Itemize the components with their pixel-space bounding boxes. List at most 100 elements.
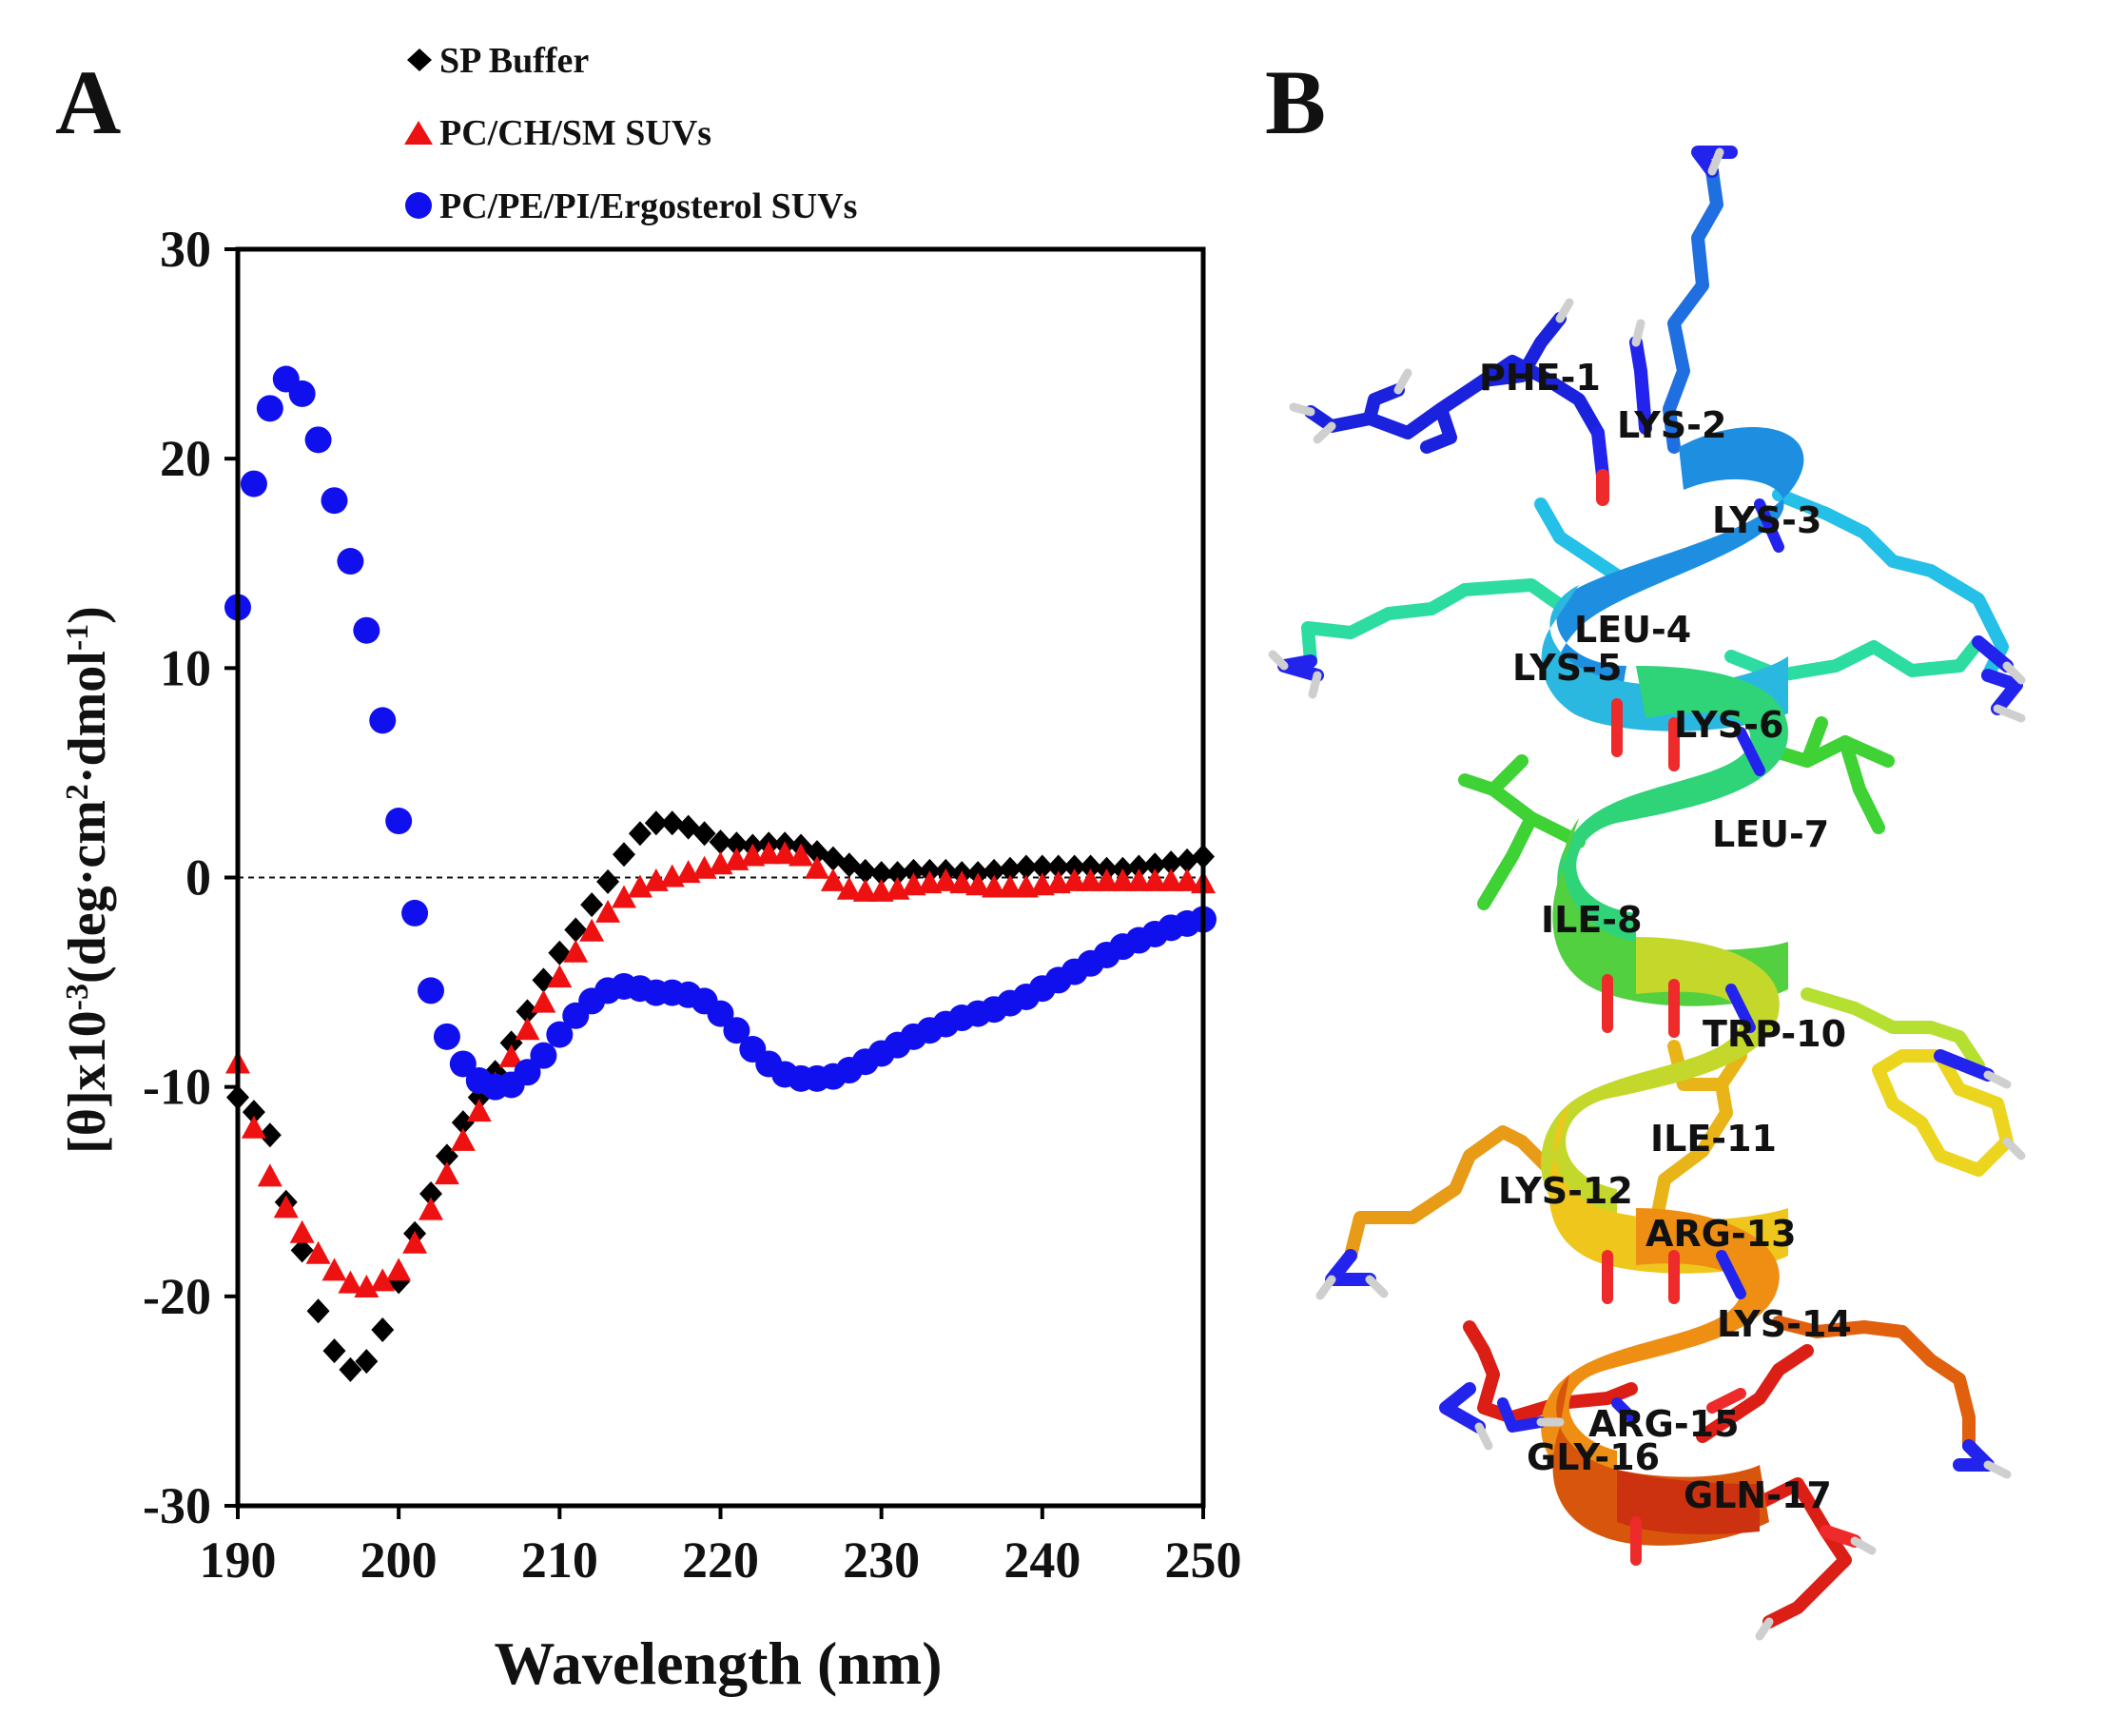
data-point-pc-ch-sm	[531, 989, 556, 1013]
data-point-pc-ch-sm	[563, 939, 589, 963]
data-point-sp-buffer	[371, 1317, 395, 1343]
data-point-ergosterol	[385, 808, 413, 835]
data-point-sp-buffer	[660, 810, 684, 836]
data-point-pc-ch-sm	[965, 872, 991, 896]
data-point-pc-ch-sm	[321, 1258, 347, 1281]
data-point-pc-ch-sm	[434, 1161, 459, 1185]
data-point-sp-buffer	[306, 1298, 330, 1324]
legend-marker-triangle	[404, 121, 433, 145]
data-point-sp-buffer	[1176, 848, 1199, 873]
data-point-sp-buffer	[628, 821, 652, 847]
data-point-ergosterol	[353, 616, 380, 644]
data-point-pc-ch-sm	[756, 841, 782, 865]
data-point-sp-buffer	[516, 999, 539, 1024]
series-0	[226, 810, 1215, 1382]
data-point-pc-ch-sm	[354, 1275, 380, 1298]
data-point-pc-ch-sm	[386, 1258, 412, 1281]
y-axis-label: [θ]x10-3(deg·cm2·dmol-1)	[58, 606, 117, 1154]
data-point-sp-buffer	[1079, 854, 1102, 880]
helix-ribbon	[1541, 426, 1804, 1546]
residue-labels: PHE-1 LYS-2 LYS-3 LEU-4 LYS-5 LYS-6 LEU-…	[1479, 357, 1852, 1516]
data-point-sp-buffer	[596, 868, 620, 894]
molecular-structure-image: PHE-1 LYS-2 LYS-3 LEU-4 LYS-5 LYS-6 LEU-…	[1268, 146, 2026, 1641]
data-point-sp-buffer	[1046, 854, 1070, 880]
data-point-pc-ch-sm	[466, 1099, 492, 1122]
data-point-sp-buffer	[999, 856, 1022, 882]
residue-label-ile-11: ILE-11	[1650, 1118, 1777, 1160]
data-point-pc-ch-sm	[547, 965, 573, 988]
backbone-stubs	[1497, 498, 1784, 1566]
axis-ticks: 190 200 210 220 230 240 250 30 20 10 0 -10 -20 -30	[143, 221, 1241, 1589]
residue-label-leu-7: LEU-7	[1712, 813, 1829, 855]
data-point-ergosterol	[723, 1017, 750, 1044]
data-point-pc-ch-sm	[338, 1270, 363, 1294]
legend-marker-circle	[405, 192, 432, 219]
data-point-pc-ch-sm	[515, 1017, 540, 1041]
plot-marks	[224, 365, 1217, 1382]
data-point-sp-buffer	[1159, 850, 1183, 876]
data-point-sp-buffer	[902, 858, 925, 884]
legend-item-pc-ch-sm: PC/CH/SM SUVs	[404, 113, 711, 153]
data-point-sp-buffer	[709, 829, 732, 855]
data-point-pc-ch-sm	[1078, 868, 1103, 891]
data-point-pc-ch-sm	[402, 1230, 428, 1254]
x-tick-label: 210	[521, 1531, 598, 1589]
data-point-pc-ch-sm	[1126, 868, 1152, 891]
data-point-sp-buffer	[644, 810, 668, 836]
data-point-pc-ch-sm	[1110, 868, 1136, 891]
data-point-sp-buffer	[242, 1100, 265, 1125]
data-point-sp-buffer	[1014, 854, 1038, 880]
residue-label-lys-2: LYS-2	[1617, 404, 1726, 446]
data-point-sp-buffer	[1143, 852, 1167, 878]
x-tick-label: 240	[1003, 1531, 1081, 1589]
data-point-pc-ch-sm	[982, 874, 1007, 898]
data-point-pc-ch-sm	[1142, 868, 1168, 891]
legend-marker-diamond	[407, 49, 432, 71]
residue-label-ile-8: ILE-8	[1541, 899, 1643, 941]
data-point-pc-ch-sm	[289, 1219, 315, 1243]
data-point-ergosterol	[449, 1050, 477, 1078]
data-point-sp-buffer	[580, 892, 604, 918]
y-tick-label: 0	[185, 849, 211, 907]
residue-label-trp-10: TRP-10	[1703, 1013, 1846, 1055]
data-point-pc-ch-sm	[772, 841, 798, 865]
data-point-sp-buffer	[1062, 854, 1086, 880]
data-point-sp-buffer	[886, 861, 909, 887]
data-point-pc-ch-sm	[273, 1195, 299, 1219]
data-point-sp-buffer	[1030, 854, 1054, 880]
x-axis-label: Wavelength (nm)	[494, 1629, 942, 1697]
legend-label-pc-pe-pi-ergosterol: PC/PE/PI/Ergosterol SUVs	[439, 186, 857, 226]
y-tick-label: 30	[160, 221, 211, 278]
data-point-ergosterol	[514, 1059, 541, 1086]
data-point-ergosterol	[256, 395, 283, 422]
hydrogen-atoms	[1268, 147, 2026, 1641]
residue-label-arg-15: ARG-15	[1588, 1403, 1740, 1445]
x-tick-label: 190	[200, 1531, 277, 1589]
series-2	[224, 365, 1217, 1101]
data-point-ergosterol	[707, 1000, 734, 1027]
data-point-pc-ch-sm	[612, 885, 636, 908]
panel-a-label: A	[55, 51, 121, 153]
x-tick-label: 220	[682, 1531, 759, 1589]
data-point-ergosterol	[369, 707, 397, 734]
data-point-pc-ch-sm	[820, 868, 846, 891]
data-point-pc-ch-sm	[805, 855, 829, 879]
legend-label-sp-buffer: SP Buffer	[439, 41, 589, 81]
data-point-sp-buffer	[853, 858, 877, 884]
residue-label-phe-1: PHE-1	[1479, 357, 1601, 399]
y-tick-label: -20	[143, 1268, 211, 1325]
residue-label-gln-17: GLN-17	[1684, 1474, 1832, 1516]
data-point-pc-ch-sm	[241, 1115, 266, 1139]
data-point-ergosterol	[546, 1021, 574, 1048]
data-point-ergosterol	[240, 470, 267, 497]
residue-label-leu-4: LEU-4	[1574, 609, 1691, 651]
data-point-pc-ch-sm	[836, 876, 862, 900]
data-point-sp-buffer	[355, 1349, 379, 1375]
y-tick-label: -30	[143, 1477, 211, 1534]
data-point-ergosterol	[530, 1042, 557, 1069]
x-tick-label: 230	[843, 1531, 920, 1589]
residue-label-arg-13: ARG-13	[1645, 1213, 1797, 1255]
data-point-pc-ch-sm	[1061, 868, 1087, 891]
data-point-sp-buffer	[692, 821, 716, 847]
data-point-sp-buffer	[451, 1110, 475, 1136]
